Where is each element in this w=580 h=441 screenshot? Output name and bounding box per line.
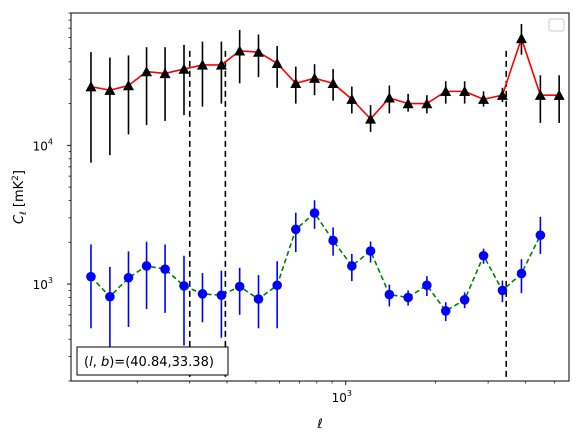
- series-1-point-22: [497, 285, 508, 296]
- series-0-point-4: [159, 67, 171, 79]
- series-1-point-0: [86, 271, 96, 282]
- series-1-point-18: [422, 280, 432, 291]
- series-1-point-16: [384, 289, 395, 300]
- series-0-point-16: [383, 92, 395, 103]
- series-0-point-3: [141, 66, 153, 77]
- series-0-point-24: [534, 89, 546, 100]
- series-0-point-8: [234, 45, 246, 56]
- annotation: (l, b)=(40.84,33.38): [76, 346, 229, 376]
- series-1-point-5: [179, 281, 189, 291]
- series-1-point-1: [105, 291, 115, 302]
- legend-box: [548, 18, 565, 32]
- y-tick-label-1-exponent: 4: [48, 137, 53, 146]
- series-0-point-12: [309, 72, 321, 83]
- plot-frame: [70, 12, 570, 382]
- y-tick-label-0: 103: [33, 276, 53, 292]
- y-tick-label-1: 104: [33, 137, 53, 153]
- series-0-point-20: [459, 85, 471, 97]
- series-1-point-9: [253, 294, 264, 304]
- series-0-point-5: [178, 63, 190, 74]
- series-1-point-17: [403, 292, 413, 303]
- series-0-line: [90, 35, 560, 121]
- vertical-lines: [188, 50, 508, 381]
- series-1-point-15: [365, 246, 376, 256]
- series-0-point-9: [252, 46, 264, 57]
- series-1: [86, 200, 546, 366]
- series-1-point-20: [459, 294, 470, 305]
- series-1-point-12: [309, 208, 320, 218]
- series-0-point-1: [104, 84, 116, 95]
- series-0-point-13: [327, 77, 339, 89]
- y-axis-label: Cℓ [mK2]: [11, 170, 29, 224]
- series-0-point-18: [421, 98, 433, 109]
- x-tick-label-0-exponent: 3: [347, 389, 352, 398]
- series-1-point-8: [234, 281, 245, 292]
- series-0-point-21: [478, 93, 490, 104]
- series-0-point-23: [515, 32, 527, 44]
- series-layer: [85, 23, 565, 366]
- series-0-point-0: [85, 81, 97, 92]
- y-tick-label-0-exponent: 3: [48, 276, 53, 285]
- series-0-point-14: [346, 93, 358, 104]
- x-axis-label: ℓ: [316, 417, 322, 432]
- series-0-point-7: [215, 59, 227, 70]
- series-0: [85, 23, 565, 163]
- series-0-point-11: [290, 77, 302, 89]
- plot-background: [71, 13, 569, 381]
- series-1-point-2: [123, 272, 134, 283]
- annotation-text: (l, b)=(40.84,33.38): [84, 355, 214, 370]
- series-1-point-4: [160, 264, 170, 274]
- series-1-point-11: [290, 224, 301, 235]
- series-1-point-13: [328, 235, 338, 246]
- series-1-point-10: [272, 280, 282, 291]
- series-0-point-6: [196, 59, 208, 70]
- series-0-point-17: [402, 98, 414, 109]
- series-1-point-23: [516, 268, 527, 279]
- x-tick-label-0: 103: [332, 389, 352, 405]
- series-0-point-2: [122, 80, 134, 91]
- series-0-point-19: [440, 85, 452, 97]
- series-0-point-10: [271, 57, 283, 69]
- series-1-point-6: [197, 289, 208, 299]
- series-1-point-21: [478, 250, 489, 261]
- series-0-point-15: [365, 113, 377, 124]
- series-1-point-24: [535, 230, 546, 241]
- series-0-point-22: [496, 89, 508, 100]
- annotation-box: [76, 346, 229, 376]
- series-1-point-3: [141, 261, 152, 271]
- series-1-point-19: [440, 306, 451, 316]
- series-1-point-7: [216, 290, 227, 301]
- series-0-point-25: [553, 89, 565, 100]
- series-1-point-14: [347, 261, 357, 271]
